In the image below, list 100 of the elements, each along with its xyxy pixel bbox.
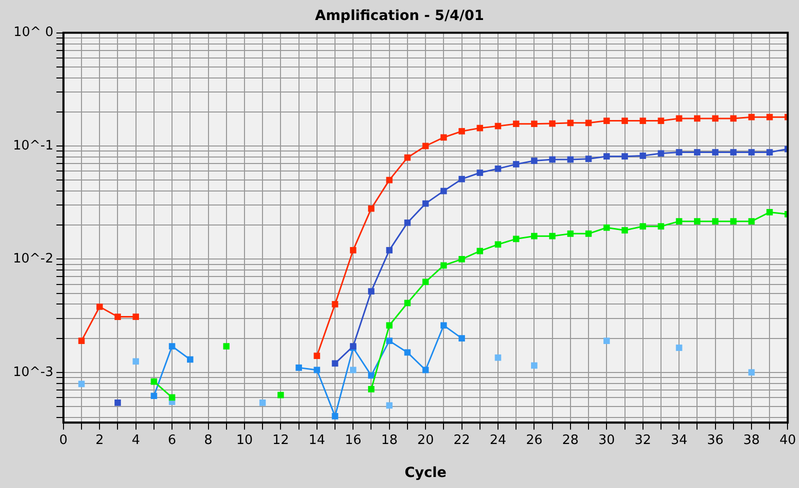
point [640,152,646,159]
point [368,288,374,295]
point [259,399,266,406]
point [730,218,737,225]
point [96,304,103,310]
x-axis-title: Cycle [404,465,447,482]
point [603,338,610,344]
point [114,314,121,320]
point [603,153,610,160]
point [640,118,646,124]
point [350,247,356,254]
point [78,338,85,344]
point [404,220,411,226]
point [476,248,484,254]
point [494,166,502,172]
point [458,335,465,342]
point [531,158,538,164]
point [712,115,718,122]
point [332,360,338,367]
point [404,154,411,161]
point [386,322,393,329]
point [386,338,393,344]
point [440,188,447,194]
x-tick-label: 28 [562,432,579,448]
point [694,218,700,225]
point [458,176,465,182]
y-tick-label: 10^ 0 [14,25,54,40]
point [150,392,158,400]
point [132,314,140,320]
x-tick-label: 30 [598,432,615,448]
x-tick-label: 10 [236,432,253,448]
x-tick-label: 20 [417,432,434,448]
point [603,224,610,231]
y-tick-label: 10^-3 [12,364,54,380]
point [766,149,773,156]
point [549,232,556,240]
point [512,120,520,127]
point [748,218,755,225]
point [748,114,755,120]
point [422,278,429,286]
point [531,362,538,369]
x-tick-label: 8 [204,432,212,448]
point [386,247,393,254]
point [114,399,121,406]
point [658,150,664,157]
point [640,223,646,230]
point [603,118,610,124]
point [567,120,574,126]
point [658,223,664,230]
point [494,354,502,361]
y-tick-label: 10^-2 [12,252,54,267]
x-tick-label: 22 [454,432,470,448]
x-tick-label: 32 [634,432,652,448]
point [512,236,520,242]
point [676,149,682,156]
point [458,256,465,262]
point [168,343,176,350]
point [531,120,538,127]
point [186,356,194,363]
point [368,386,374,392]
point [531,232,538,240]
x-tick-label: 36 [707,432,724,448]
point [440,322,447,329]
point [476,170,484,176]
x-tick-label: 16 [344,432,362,448]
point [622,227,628,234]
point [567,156,574,163]
point [748,149,755,156]
point [132,358,140,365]
x-tick-label: 24 [490,432,506,448]
y-tick-label: 10^-1 [12,138,54,154]
point [512,161,520,168]
point [350,366,356,374]
point [223,343,230,350]
point [314,352,320,360]
x-tick-label: 26 [526,432,542,448]
x-tick-label: 4 [132,432,140,448]
point [314,366,320,374]
point [567,230,574,237]
chart-title: Amplification - 5/4/01 [315,8,484,24]
point [585,120,592,126]
point [440,134,447,141]
point [368,205,374,212]
point [694,149,700,156]
x-tick-label: 38 [743,432,760,448]
point [278,392,284,398]
x-tick-label: 0 [59,432,68,448]
point [386,176,393,184]
point [476,124,484,132]
point [368,372,374,379]
point [332,301,338,308]
point [748,369,755,376]
x-tick-label: 40 [779,432,796,448]
x-tick-label: 2 [95,432,104,448]
point [585,156,592,162]
x-tick-label: 18 [381,432,398,448]
point [386,402,393,409]
point [458,128,465,134]
point [622,118,628,124]
x-tick-label: 34 [670,432,688,448]
